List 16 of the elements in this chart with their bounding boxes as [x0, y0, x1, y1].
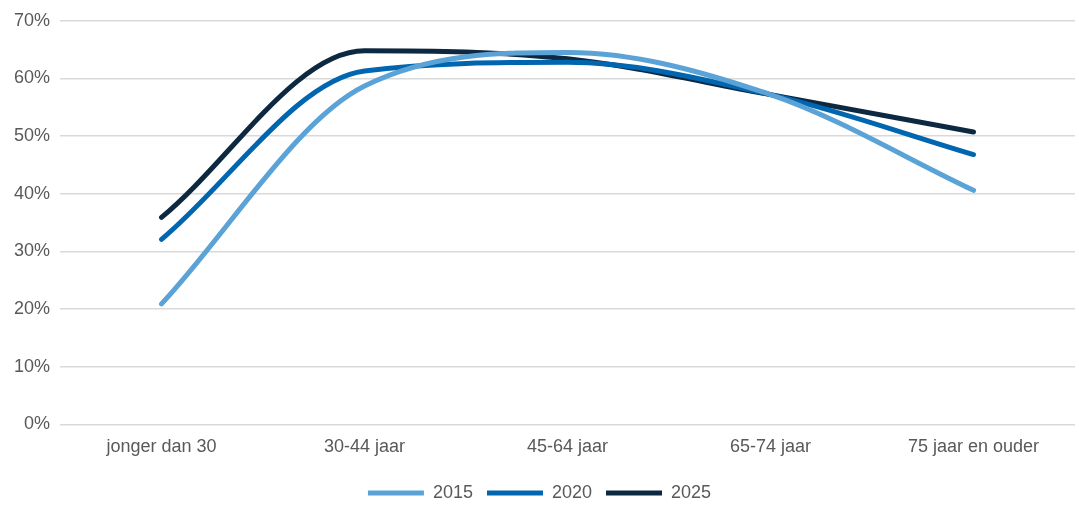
y-tick-label: 50% [14, 125, 51, 146]
legend-label: 2020 [551, 481, 593, 502]
y-tick-label: 30% [14, 240, 51, 261]
x-tick-label: 75 jaar en ouder [907, 436, 1040, 457]
legend-label: 2025 [671, 481, 712, 502]
x-tick-label: jonger dan 30 [105, 436, 217, 457]
y-tick-label: 20% [14, 298, 51, 319]
legend-label: 2015 [432, 481, 473, 502]
y-tick-label: 0% [24, 413, 51, 434]
y-tick-label: 40% [14, 182, 51, 203]
y-tick-label: 10% [14, 355, 51, 376]
x-tick-label: 65-74 jaar [729, 436, 812, 457]
x-tick-label: 30-44 jaar [323, 436, 406, 457]
y-tick-label: 60% [14, 67, 51, 88]
x-tick-label: 45-64 jaar [526, 436, 609, 457]
y-tick-label: 70% [14, 9, 51, 30]
